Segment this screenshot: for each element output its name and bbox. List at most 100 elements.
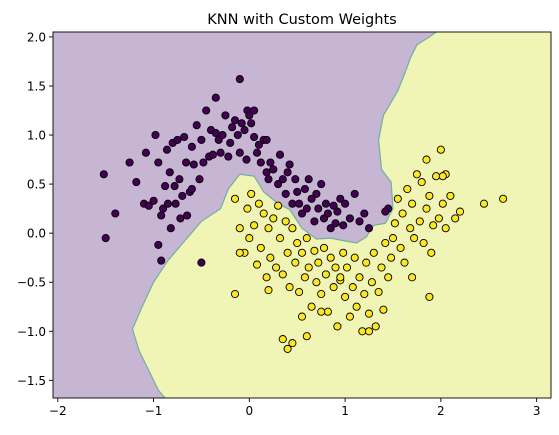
class1-point (230, 194, 240, 203)
class1-point (254, 199, 263, 208)
class0-point (170, 182, 179, 191)
class0-point (237, 119, 246, 128)
class1-point (317, 307, 326, 316)
class1-point (269, 214, 278, 223)
y-tick-label: 0.5 (27, 178, 46, 192)
class0-point (254, 140, 263, 149)
class1-point (429, 221, 438, 230)
decision-boundary-line (131, 32, 437, 398)
class0-point (264, 175, 273, 184)
class1-point (417, 178, 426, 187)
class1-point (403, 184, 412, 194)
class1-point (387, 253, 396, 262)
class0-point (295, 199, 304, 208)
class1-point (297, 312, 307, 321)
class0-point (166, 224, 175, 233)
class1-point (438, 199, 447, 208)
class1-point (323, 307, 332, 316)
class1-point (364, 309, 374, 318)
class1-point (355, 273, 364, 282)
x-tick-label: 3 (533, 404, 541, 418)
class1-point (350, 253, 359, 262)
class1-point (266, 253, 275, 262)
y-tick-label: 2.0 (27, 30, 46, 44)
class0-point (275, 150, 285, 159)
class0-point (345, 214, 354, 223)
x-axis: −2 −1 0 1 2 3 (49, 398, 541, 418)
class0-point (323, 209, 332, 218)
class1-point (408, 199, 417, 208)
class0-point (187, 142, 196, 151)
class1-point (274, 201, 283, 210)
class1-point (388, 234, 398, 243)
class1-point (243, 204, 252, 213)
class1-point (331, 263, 340, 272)
class0-point (233, 130, 242, 140)
class1-point (396, 243, 405, 252)
class0-point (187, 184, 196, 194)
class1-point (499, 194, 508, 203)
class0-point (283, 168, 292, 177)
y-tick-label: −1.5 (17, 374, 46, 388)
class1-point (300, 273, 309, 282)
class1-point (264, 224, 273, 233)
class1-point (283, 344, 292, 353)
class0-point (266, 158, 275, 167)
class0-point (262, 168, 271, 177)
class1-point (390, 219, 399, 228)
class0-point (364, 224, 374, 233)
class0-point (175, 175, 184, 184)
class0-point (157, 211, 166, 220)
class0-point (360, 209, 369, 218)
class1-point (425, 191, 434, 200)
class0-point (163, 199, 172, 208)
class0-point (180, 132, 189, 142)
y-tick-label: −1.0 (17, 325, 46, 339)
class0-point (278, 175, 287, 184)
class0-point (199, 158, 208, 167)
class0-point (312, 189, 321, 198)
class1-point (479, 199, 489, 208)
class0-point (297, 209, 307, 218)
class0-point (141, 148, 150, 157)
class0-point (171, 199, 180, 208)
class0-point (195, 175, 204, 184)
class1-point (275, 234, 285, 243)
class1-point (415, 217, 424, 226)
class1-point (364, 327, 374, 336)
class1-point (302, 234, 311, 243)
class1-point (419, 238, 428, 248)
plot-area (53, 32, 551, 398)
class0-point (250, 106, 259, 115)
class1-point (446, 191, 455, 200)
class1-point (272, 263, 281, 272)
y-axis: −1.5 −1.0 −0.5 0.0 0.5 1.0 1.5 2.0 (17, 30, 53, 388)
class0-point (165, 168, 174, 177)
class0-point (101, 234, 110, 243)
class1-point (302, 332, 311, 341)
class1-point (342, 263, 352, 272)
x-tick-label: −2 (49, 404, 67, 418)
y-tick-label: 1.0 (27, 129, 46, 143)
class1-point (247, 189, 256, 198)
class1-point (317, 289, 326, 299)
class0-point (183, 211, 192, 220)
class1-point (321, 270, 330, 279)
x-tick-label: 2 (437, 404, 445, 418)
class0-point (304, 175, 313, 184)
class1-point (297, 248, 307, 257)
class1-point (336, 273, 345, 282)
class1-point (398, 209, 407, 218)
class1-point (408, 273, 417, 282)
class1-point (314, 258, 323, 267)
class1-point (341, 292, 350, 301)
class1-point (245, 234, 254, 243)
class1-point (377, 263, 386, 272)
class0-point (329, 201, 338, 210)
class0-point (317, 180, 326, 189)
class1-point (281, 217, 290, 226)
class0-point (285, 160, 294, 169)
class1-point (252, 260, 262, 269)
class1-point (329, 283, 338, 292)
